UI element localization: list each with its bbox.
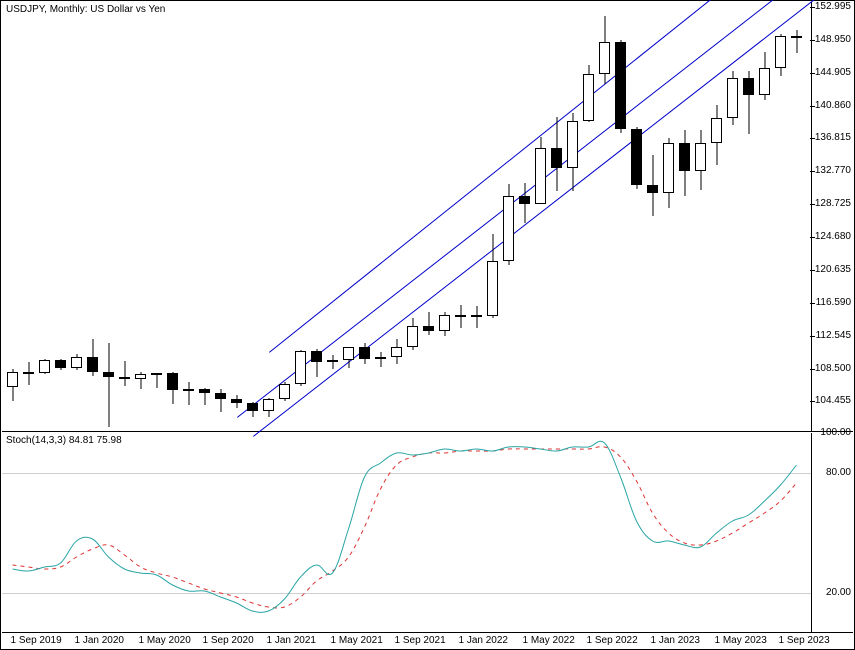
time-x-label: 1 May 2021 (331, 635, 383, 646)
price-y-label: 148.950 (815, 34, 851, 45)
candle[interactable] (631, 2, 642, 432)
indicator-panel[interactable]: Stoch(14,3,3) 84.81 75.98 (2, 433, 812, 633)
time-x-label: 1 Sep 2021 (395, 635, 446, 646)
candle[interactable] (167, 2, 178, 432)
price-y-label: 128.725 (815, 198, 851, 209)
candle[interactable] (39, 2, 50, 432)
candle[interactable] (7, 2, 18, 432)
candle[interactable] (471, 2, 482, 432)
candle[interactable] (279, 2, 290, 432)
candle[interactable] (151, 2, 162, 432)
time-x-label: 1 May 2022 (523, 635, 575, 646)
candle[interactable] (183, 2, 194, 432)
candle[interactable] (247, 2, 258, 432)
time-x-label: 1 Jan 2021 (267, 635, 317, 646)
price-y-label: 132.770 (815, 165, 851, 176)
candle[interactable] (215, 2, 226, 432)
candle[interactable] (55, 2, 66, 432)
candle[interactable] (743, 2, 754, 432)
time-x-label: 1 Jan 2023 (651, 635, 701, 646)
time-x-label: 1 Sep 2023 (779, 635, 830, 646)
candle[interactable] (231, 2, 242, 432)
price-y-label: 116.590 (816, 297, 851, 308)
candle[interactable] (23, 2, 34, 432)
stoch-signal-line (13, 447, 797, 608)
candle[interactable] (775, 2, 786, 432)
price-y-label: 136.815 (815, 132, 851, 143)
candle[interactable] (391, 2, 402, 432)
candle[interactable] (263, 2, 274, 432)
price-y-label: 140.860 (815, 100, 851, 111)
candle[interactable] (119, 2, 130, 432)
time-x-label: 1 Jan 2022 (459, 635, 509, 646)
candle[interactable] (615, 2, 626, 432)
indicator-y-label: 80.00 (826, 467, 851, 478)
candle[interactable] (375, 2, 386, 432)
candle[interactable] (663, 2, 674, 432)
time-x-label: 1 May 2020 (139, 635, 191, 646)
price-y-scale: 104.455 108.500 112.545 116.590 120.635 124.6… (810, 2, 853, 432)
candle[interactable] (791, 2, 802, 432)
stoch-svg (2, 433, 812, 633)
price-y-label: 104.455 (815, 395, 851, 406)
candle[interactable] (455, 2, 466, 432)
candle[interactable] (423, 2, 434, 432)
candle[interactable] (567, 2, 578, 432)
indicator-y-label: 20.00 (826, 587, 851, 598)
candle[interactable] (359, 2, 370, 432)
candle[interactable] (343, 2, 354, 432)
candle[interactable] (599, 2, 610, 432)
price-y-label: 112.545 (816, 330, 851, 341)
candle[interactable] (759, 2, 770, 432)
candle[interactable] (695, 2, 706, 432)
candle[interactable] (103, 2, 114, 432)
candle[interactable] (407, 2, 418, 432)
indicator-title: Stoch(14,3,3) 84.81 75.98 (6, 435, 122, 446)
candle[interactable] (295, 2, 306, 432)
time-x-label: 1 Sep 2019 (11, 635, 62, 646)
price-y-label: 152.995 (815, 1, 851, 12)
candle[interactable] (647, 2, 658, 432)
candle[interactable] (551, 2, 562, 432)
candle[interactable] (519, 2, 530, 432)
time-x-label: 1 Jan 2020 (75, 635, 125, 646)
candle[interactable] (327, 2, 338, 432)
price-y-label: 124.680 (815, 231, 851, 242)
candle[interactable] (199, 2, 210, 432)
candle[interactable] (71, 2, 82, 432)
candle[interactable] (503, 2, 514, 432)
chart-title: USDJPY, Monthly: US Dollar vs Yen (6, 4, 165, 15)
stoch-main-line (13, 441, 797, 612)
candle[interactable] (487, 2, 498, 432)
price-panel[interactable]: USDJPY, Monthly: US Dollar vs Yen (2, 2, 812, 432)
price-y-label: 144.905 (815, 67, 851, 78)
candle[interactable] (583, 2, 594, 432)
candle[interactable] (439, 2, 450, 432)
candle[interactable] (311, 2, 322, 432)
indicator-y-scale: 20.0080.00100.00 (810, 433, 853, 633)
price-y-label: 120.635 (815, 264, 851, 275)
time-x-scale: 1 Sep 2019 1 Jan 2020 1 May 2020 1 Sep 2020… (2, 632, 812, 648)
candle[interactable] (87, 2, 98, 432)
time-x-label: 1 Sep 2022 (587, 635, 638, 646)
candle[interactable] (727, 2, 738, 432)
candle[interactable] (135, 2, 146, 432)
chart-container: USDJPY, Monthly: US Dollar vs Yen 104.45… (0, 0, 855, 650)
time-x-label: 1 May 2023 (715, 635, 767, 646)
candle[interactable] (679, 2, 690, 432)
indicator-y-label: 100.00 (820, 427, 851, 438)
candle[interactable] (711, 2, 722, 432)
time-x-label: 1 Sep 2020 (203, 635, 254, 646)
price-y-label: 108.500 (815, 363, 851, 374)
candle[interactable] (535, 2, 546, 432)
